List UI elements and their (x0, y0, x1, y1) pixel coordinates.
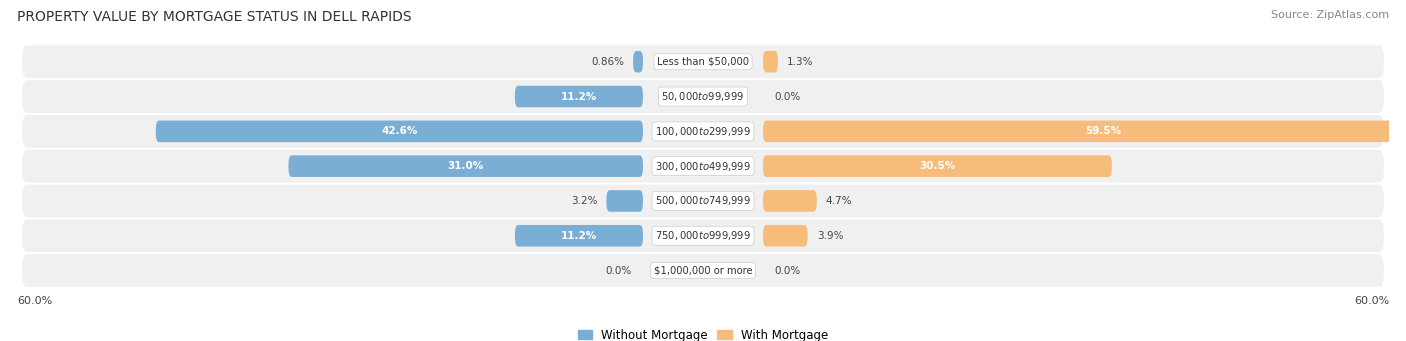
Text: $1,000,000 or more: $1,000,000 or more (654, 266, 752, 276)
Text: 0.0%: 0.0% (775, 91, 801, 102)
FancyBboxPatch shape (763, 225, 807, 247)
Text: Source: ZipAtlas.com: Source: ZipAtlas.com (1271, 10, 1389, 20)
FancyBboxPatch shape (515, 225, 643, 247)
Legend: Without Mortgage, With Mortgage: Without Mortgage, With Mortgage (574, 324, 832, 341)
Text: 3.9%: 3.9% (817, 231, 844, 241)
Text: 30.5%: 30.5% (920, 161, 956, 171)
Text: 0.0%: 0.0% (605, 266, 631, 276)
Text: 60.0%: 60.0% (1354, 296, 1389, 306)
FancyBboxPatch shape (22, 80, 1384, 113)
Text: 0.0%: 0.0% (775, 266, 801, 276)
Text: 11.2%: 11.2% (561, 91, 598, 102)
Text: 1.3%: 1.3% (787, 57, 814, 67)
Text: 31.0%: 31.0% (447, 161, 484, 171)
FancyBboxPatch shape (606, 190, 643, 212)
Text: $750,000 to $999,999: $750,000 to $999,999 (655, 229, 751, 242)
Text: 11.2%: 11.2% (561, 231, 598, 241)
Text: $500,000 to $749,999: $500,000 to $749,999 (655, 194, 751, 207)
FancyBboxPatch shape (763, 51, 778, 73)
FancyBboxPatch shape (22, 150, 1384, 182)
FancyBboxPatch shape (288, 155, 643, 177)
Text: PROPERTY VALUE BY MORTGAGE STATUS IN DELL RAPIDS: PROPERTY VALUE BY MORTGAGE STATUS IN DEL… (17, 10, 412, 24)
FancyBboxPatch shape (763, 155, 1112, 177)
Text: 59.5%: 59.5% (1085, 127, 1122, 136)
Text: $300,000 to $499,999: $300,000 to $499,999 (655, 160, 751, 173)
FancyBboxPatch shape (22, 115, 1384, 148)
Text: 42.6%: 42.6% (381, 127, 418, 136)
FancyBboxPatch shape (22, 254, 1384, 287)
Text: 3.2%: 3.2% (571, 196, 598, 206)
FancyBboxPatch shape (763, 190, 817, 212)
FancyBboxPatch shape (633, 51, 643, 73)
Text: $50,000 to $99,999: $50,000 to $99,999 (661, 90, 745, 103)
FancyBboxPatch shape (22, 219, 1384, 252)
Text: 60.0%: 60.0% (17, 296, 52, 306)
Text: 0.86%: 0.86% (591, 57, 624, 67)
FancyBboxPatch shape (156, 121, 643, 142)
Text: $100,000 to $299,999: $100,000 to $299,999 (655, 125, 751, 138)
Text: Less than $50,000: Less than $50,000 (657, 57, 749, 67)
FancyBboxPatch shape (515, 86, 643, 107)
FancyBboxPatch shape (763, 121, 1406, 142)
FancyBboxPatch shape (22, 184, 1384, 217)
Text: 4.7%: 4.7% (825, 196, 852, 206)
FancyBboxPatch shape (22, 45, 1384, 78)
